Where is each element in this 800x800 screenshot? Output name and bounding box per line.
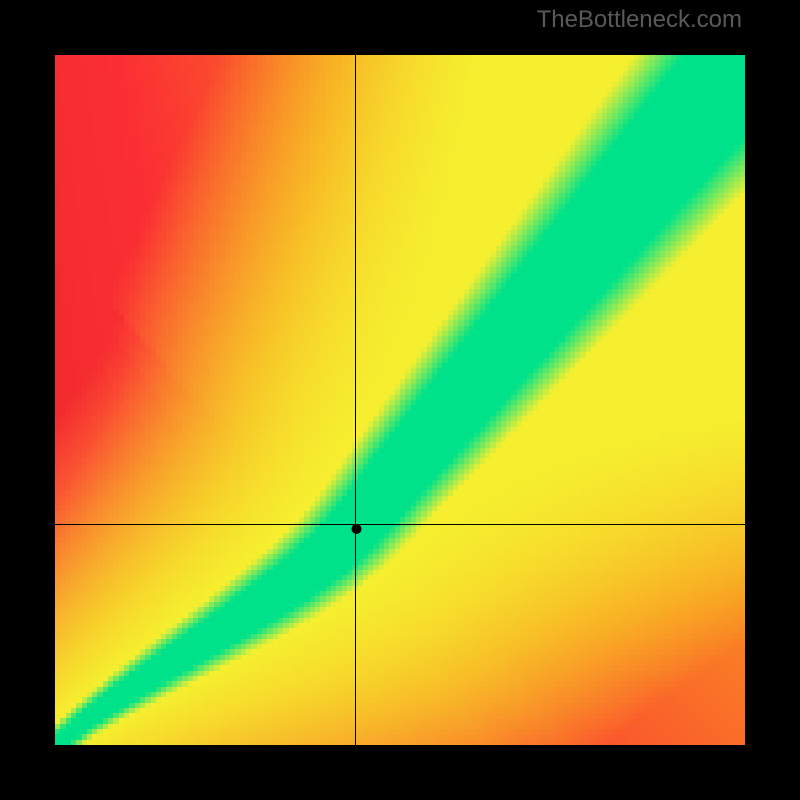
watermark-text: TheBottleneck.com <box>537 6 742 34</box>
chart-container: TheBottleneck.com <box>0 0 800 800</box>
bottleneck-heatmap <box>0 0 800 800</box>
